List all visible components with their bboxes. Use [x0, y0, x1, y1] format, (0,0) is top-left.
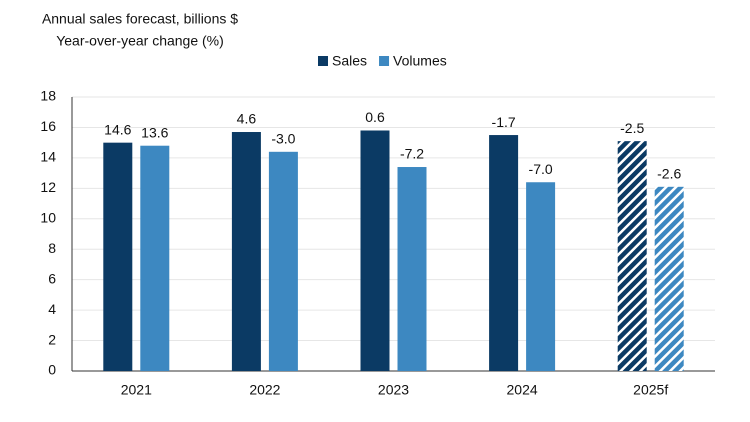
- bar: [397, 167, 427, 371]
- bar: [654, 186, 684, 371]
- y-tick-label: 2: [48, 331, 56, 347]
- change-label: -1.7: [492, 114, 516, 130]
- x-tick-label: 2025f: [633, 382, 668, 398]
- change-label: 0.6: [365, 109, 385, 125]
- change-label: -7.2: [400, 146, 424, 162]
- bar: [617, 141, 647, 371]
- y-tick-label: 16: [40, 118, 56, 134]
- change-label: -2.5: [620, 120, 644, 136]
- x-tick-label: 2021: [121, 382, 152, 398]
- y-tick-label: 18: [40, 88, 56, 104]
- bar: [526, 182, 556, 371]
- y-tick-label: 12: [40, 179, 56, 195]
- bar: [268, 151, 298, 371]
- y-tick-label: 6: [48, 270, 56, 286]
- change-label: -7.0: [529, 161, 553, 177]
- y-tick-label: 0: [48, 362, 56, 378]
- change-label: 13.6: [141, 124, 168, 140]
- legend-label: Sales: [332, 53, 367, 69]
- x-tick-label: 2022: [249, 382, 280, 398]
- bar: [140, 145, 170, 371]
- bar: [231, 132, 261, 371]
- x-tick-label: 2023: [378, 382, 409, 398]
- y-tick-label: 8: [48, 240, 56, 256]
- change-label: -2.6: [657, 166, 681, 182]
- bar: [489, 135, 519, 371]
- x-tick-label: 2024: [507, 382, 538, 398]
- bar: [103, 142, 133, 371]
- y-tick-label: 10: [40, 209, 56, 225]
- chart-subtitle: Year-over-year change (%): [56, 33, 224, 49]
- y-tick-label: 4: [48, 301, 56, 317]
- bar: [360, 130, 390, 371]
- change-label: -3.0: [271, 131, 295, 147]
- chart-title: Annual sales forecast, billions $: [42, 11, 238, 27]
- y-tick-label: 14: [40, 149, 56, 165]
- change-label: 4.6: [237, 111, 257, 127]
- legend-swatch: [379, 56, 390, 66]
- legend-swatch: [318, 56, 328, 66]
- change-label: 14.6: [104, 121, 131, 137]
- legend-label: Volumes: [393, 53, 447, 69]
